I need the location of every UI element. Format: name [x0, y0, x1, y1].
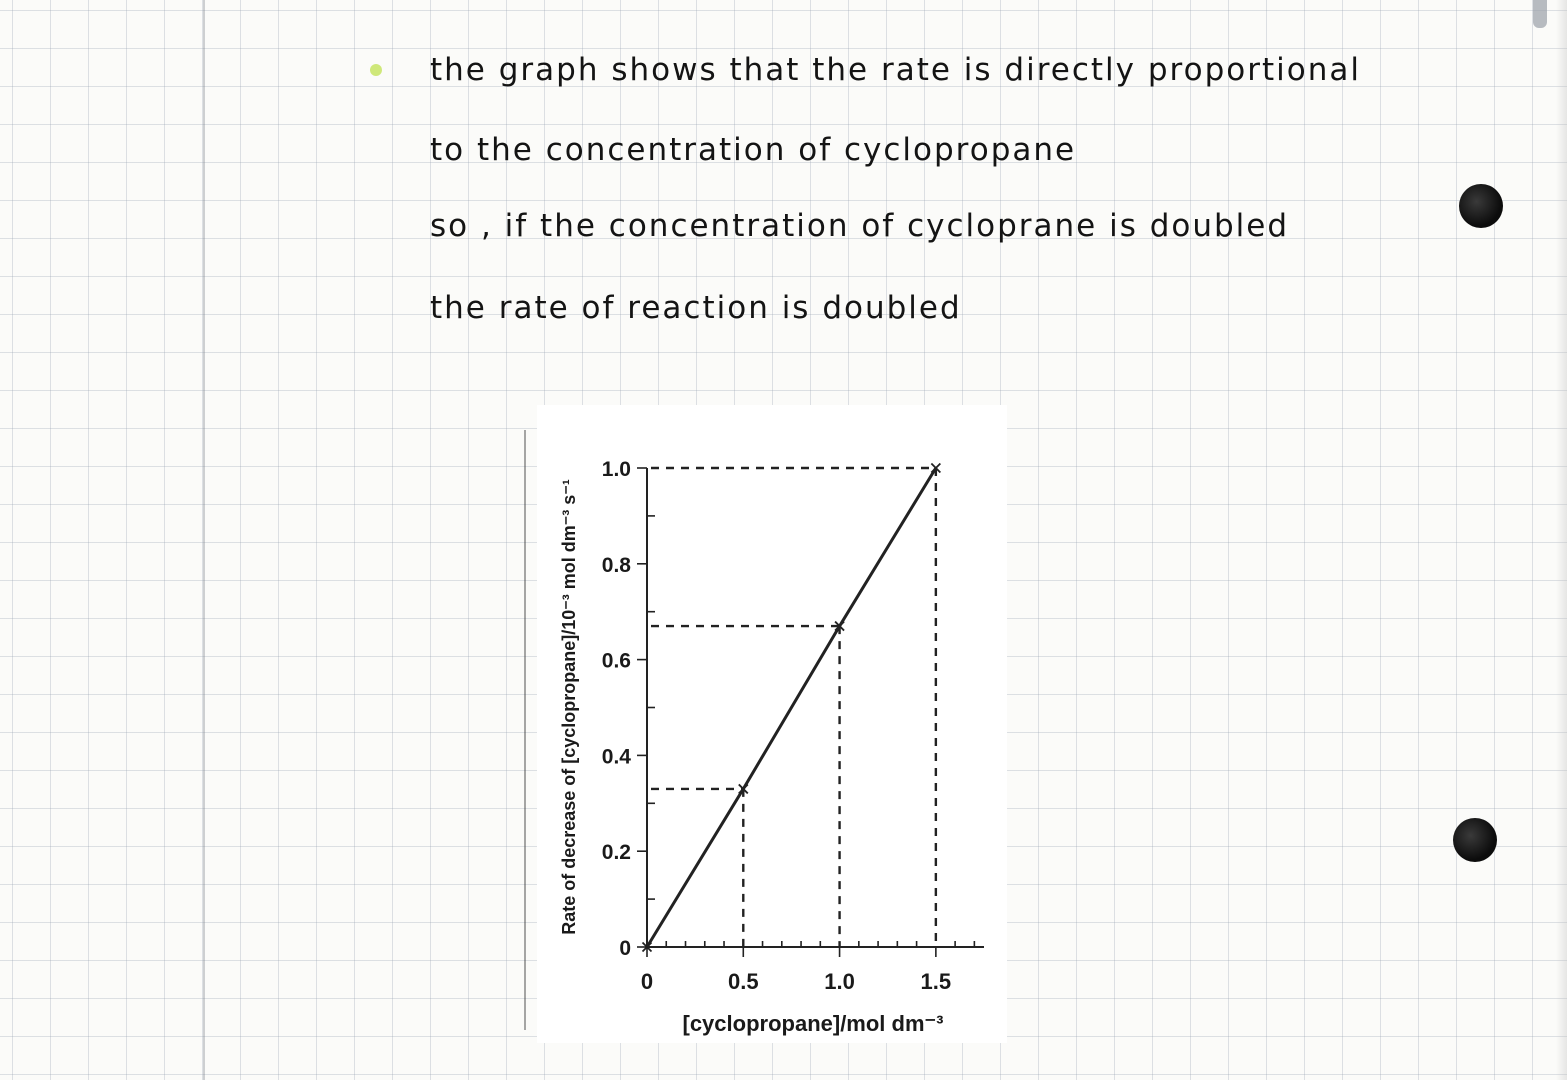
y-tick-label: 0.4	[602, 745, 632, 768]
marker-stroke	[738, 783, 749, 795]
x-tick-label: 0	[641, 969, 653, 994]
notebook-margin-line	[203, 0, 205, 1080]
x-tick-label: 1.5	[921, 969, 952, 994]
y-tick-label: 1.0	[602, 458, 631, 481]
y-tick-label: 0.8	[602, 554, 632, 577]
punch-hole-top	[1459, 184, 1503, 228]
x-tick-label: 0.5	[728, 969, 759, 994]
note-line-1: the graph shows that the rate is directl…	[430, 52, 1361, 88]
punch-hole-bottom	[1453, 818, 1497, 862]
ticks-group: 0 0.2 0.4 0.6 0.8 1.0 0 0.5 1.0 1.5	[602, 458, 976, 994]
series-group	[641, 462, 941, 953]
y-axis-label: Rate of decrease of [cyclopropane]/10⁻³ …	[559, 479, 579, 935]
y-tick-label: 0.2	[602, 841, 631, 864]
note-line-2: to the concentration of cyclopropane	[430, 132, 1077, 168]
data-point-marker	[834, 620, 845, 632]
data-point-marker	[930, 462, 941, 474]
guide-lines-group	[651, 466, 938, 947]
page-corner-mark	[1533, 0, 1547, 28]
x-axis-label: [cyclopropane]/mol dm⁻³	[683, 1011, 944, 1036]
page-edge-shadow	[1556, 0, 1567, 1080]
marker-stroke	[930, 462, 941, 474]
note-line-4: the rate of reaction is doubled	[430, 290, 962, 326]
marker-stroke	[641, 941, 653, 953]
data-point-marker	[641, 941, 653, 953]
axes-group	[646, 468, 984, 948]
y-tick-label: 0	[619, 937, 631, 960]
x-tick-label: 1.0	[824, 969, 855, 994]
y-tick-label: 0.6	[602, 650, 631, 673]
note-line-3: so , if the concentration of cycloprane …	[430, 208, 1290, 244]
line-chart: 0 0.2 0.4 0.6 0.8 1.0 0 0.5 1.0 1.5 [cyclopropane…	[559, 458, 984, 1036]
data-line	[645, 467, 938, 948]
chart-card: 0 0.2 0.4 0.6 0.8 1.0 0 0.5 1.0 1.5 [cyclopropane…	[537, 405, 1007, 1043]
marker-stroke	[834, 620, 845, 632]
data-point-marker	[738, 783, 749, 795]
highlighter-bullet	[370, 64, 382, 76]
chart-card-edge	[524, 430, 526, 1030]
